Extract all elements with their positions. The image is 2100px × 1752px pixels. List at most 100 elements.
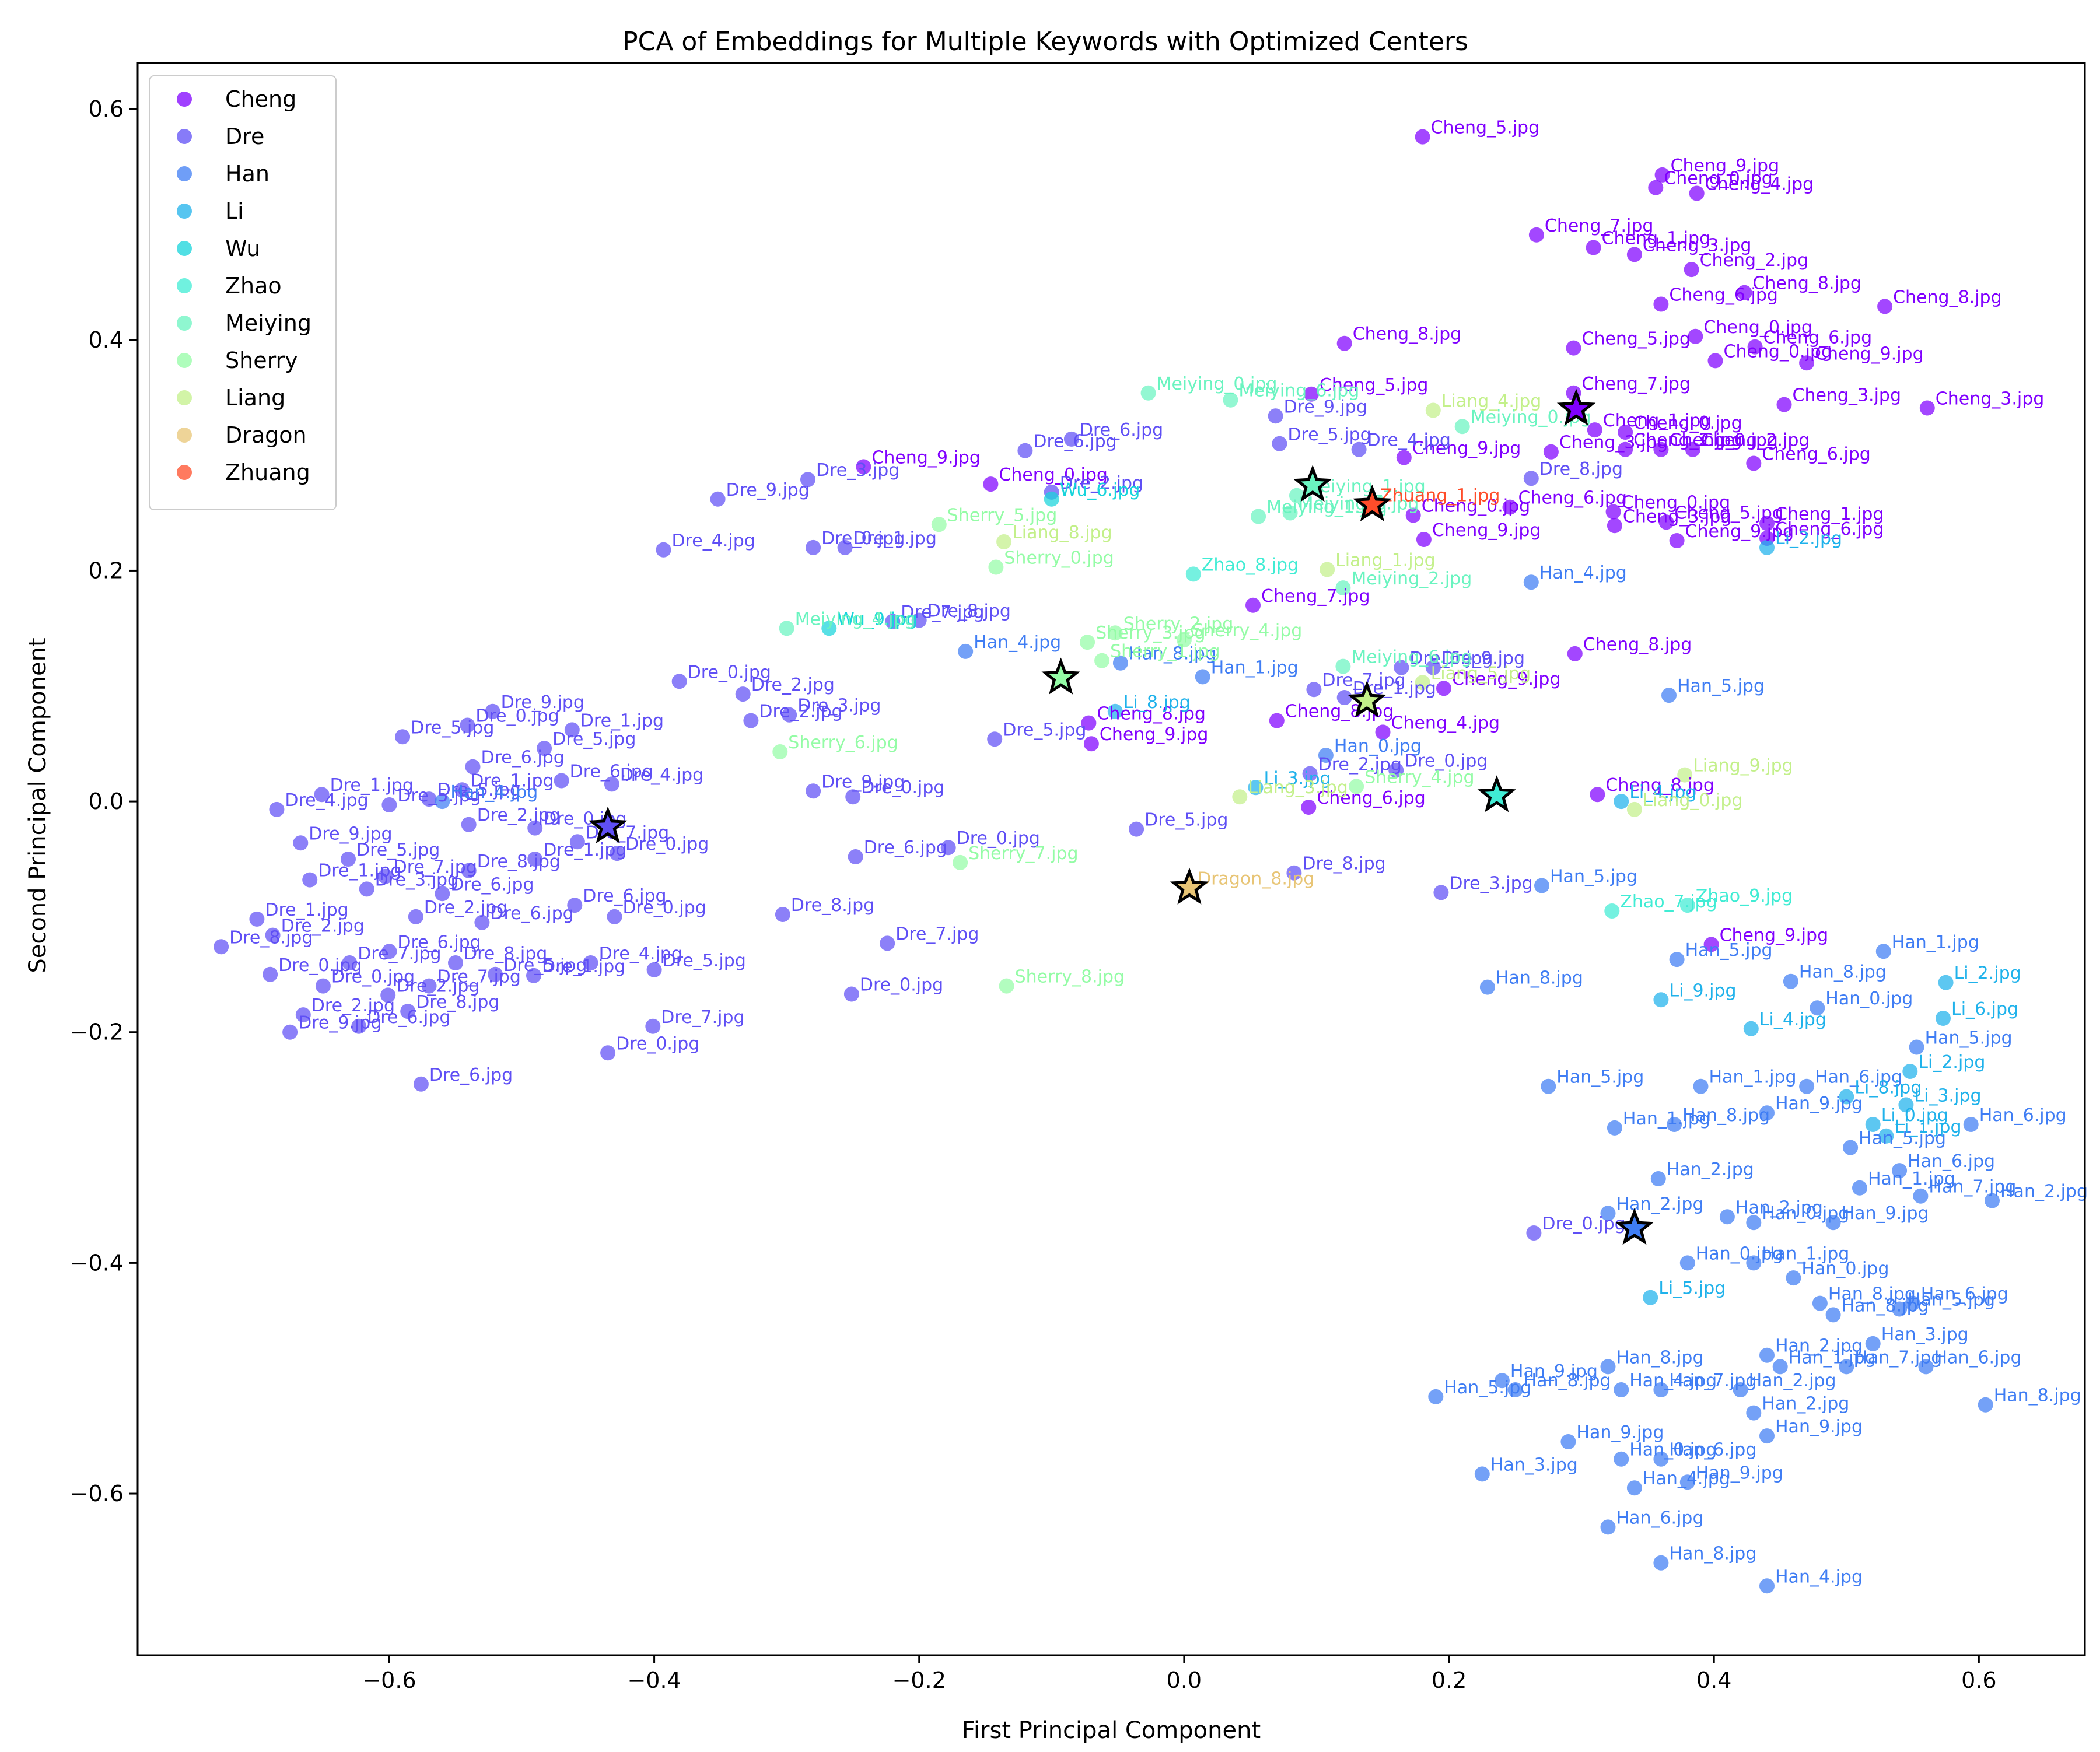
- data-point: [1301, 800, 1317, 815]
- point-label: Cheng_8.jpg: [1752, 274, 1861, 294]
- point-label: Han_7.jpg: [1929, 1177, 2016, 1197]
- chart-title: PCA of Embeddings for Multiple Keywords …: [622, 27, 1468, 57]
- point-label: Dre_3.jpg: [797, 696, 881, 716]
- point-label: Dre_7.jpg: [895, 924, 979, 944]
- cluster-center-star: [1615, 1208, 1654, 1245]
- data-point: [1747, 339, 1763, 355]
- point-label: Dre_9.jpg: [501, 692, 584, 713]
- data-point: [1140, 385, 1156, 401]
- point-label: Dre_8.jpg: [464, 944, 547, 964]
- point-label: Han_5.jpg: [1444, 1378, 1531, 1398]
- point-label: Cheng_8.jpg: [1353, 324, 1462, 345]
- data-point: [856, 459, 872, 475]
- point-label: Cheng_5.jpg: [1582, 329, 1691, 349]
- data-point: [421, 978, 437, 994]
- data-point: [1017, 443, 1033, 458]
- data-point: [1428, 1389, 1444, 1404]
- data-point: [775, 907, 790, 922]
- point-label: Dre_2.jpg: [396, 976, 480, 996]
- data-point: [999, 978, 1014, 994]
- data-point: [1684, 262, 1699, 278]
- point-label: Han_5.jpg: [1677, 676, 1765, 696]
- x-tick-label: 0.0: [1167, 1667, 1202, 1693]
- point-label: Cheng_7.jpg: [1261, 586, 1370, 607]
- point-label: Han_9.jpg: [1576, 1422, 1664, 1443]
- data-point: [1653, 1555, 1669, 1571]
- data-point: [1251, 509, 1266, 524]
- point-label: Han_6.jpg: [1979, 1105, 2067, 1126]
- data-point: [1759, 1578, 1774, 1594]
- data-point: [1875, 944, 1891, 959]
- data-point: [1653, 1451, 1669, 1467]
- point-label: Dre_0.jpg: [821, 528, 905, 549]
- point-label: Dre_0.jpg: [1542, 1214, 1625, 1234]
- point-label: Dre_8.jpg: [1539, 459, 1623, 479]
- data-point: [1245, 597, 1261, 613]
- point-label: Li_3.jpg: [1914, 1085, 1981, 1106]
- data-point: [1272, 436, 1287, 451]
- point-label: Dre_6.jpg: [583, 886, 666, 906]
- data-point: [600, 1045, 616, 1061]
- data-point: [1653, 296, 1669, 312]
- data-point: [1825, 1307, 1841, 1323]
- point-label: Dre_9.jpg: [1441, 649, 1525, 669]
- data-point: [1600, 1359, 1616, 1375]
- point-label: Dre_2.jpg: [759, 702, 842, 722]
- x-tick-label: −0.6: [362, 1667, 416, 1693]
- point-label: Han_3.jpg: [1881, 1324, 1969, 1345]
- point-label: Dre_8.jpg: [477, 852, 561, 872]
- data-point: [302, 872, 318, 888]
- point-label: Han_8.jpg: [1496, 968, 1583, 989]
- y-tick-label: 0.6: [89, 96, 124, 122]
- data-point: [1302, 766, 1318, 782]
- point-label: Dre_3.jpg: [1449, 873, 1532, 893]
- data-point: [1523, 471, 1539, 486]
- point-label: Dragon_8.jpg: [1198, 869, 1314, 889]
- data-point: [646, 962, 662, 977]
- point-label: Zhao_7.jpg: [1620, 892, 1717, 912]
- y-tick-label: 0.2: [89, 558, 124, 583]
- legend-marker: [177, 129, 192, 144]
- point-label: Han_7.jpg: [1669, 1371, 1756, 1391]
- data-point: [1502, 499, 1518, 515]
- point-label: Dre_1.jpg: [853, 528, 937, 549]
- point-label: Dre_0.jpg: [331, 967, 415, 987]
- data-point: [988, 559, 1004, 575]
- data-point: [314, 787, 330, 803]
- data-point: [359, 881, 374, 897]
- point-label: Dre_6.jpg: [367, 1007, 450, 1028]
- point-label: Cheng_7.jpg: [1545, 216, 1654, 236]
- cluster-center-star: [1556, 388, 1596, 426]
- point-label: Dre_2.jpg: [424, 898, 508, 918]
- point-label: Cheng_9.jpg: [1815, 344, 1924, 364]
- point-label: Cheng_9.jpg: [1100, 724, 1209, 745]
- data-point: [837, 539, 853, 555]
- point-label: Cheng_8.jpg: [1583, 635, 1692, 655]
- data-point: [1587, 422, 1602, 438]
- axes-layer: −0.6 −0.4 −0.2 0.0 0.2 0.4 0.6 −0.6 −0.4 −0.2 0.0 0…: [70, 62, 2086, 1693]
- legend-label: Wu: [225, 236, 260, 261]
- data-point: [1799, 355, 1815, 371]
- point-label: Sherry_1.jpg: [1110, 642, 1220, 662]
- data-point: [315, 978, 331, 994]
- data-point: [940, 840, 956, 856]
- data-point: [1985, 1193, 2000, 1208]
- data-point: [1063, 431, 1079, 447]
- data-point: [1604, 903, 1620, 919]
- data-point: [435, 886, 450, 902]
- data-point: [1938, 975, 1954, 990]
- y-axis-label: Second Principal Component: [24, 637, 51, 973]
- point-label: Cheng_9.jpg: [1720, 925, 1829, 945]
- x-tick-label: 0.4: [1696, 1667, 1731, 1693]
- data-point: [1648, 180, 1664, 195]
- point-label: Dre_9.jpg: [309, 824, 392, 844]
- point-label: Sherry_5.jpg: [947, 505, 1057, 525]
- legend-label: Li: [225, 198, 244, 224]
- data-point: [1626, 801, 1642, 817]
- point-label: Cheng_1.jpg: [1775, 504, 1884, 524]
- data-point: [1658, 514, 1674, 530]
- point-label: Dre_0.jpg: [861, 777, 944, 798]
- data-point: [569, 834, 585, 850]
- data-point: [953, 854, 968, 870]
